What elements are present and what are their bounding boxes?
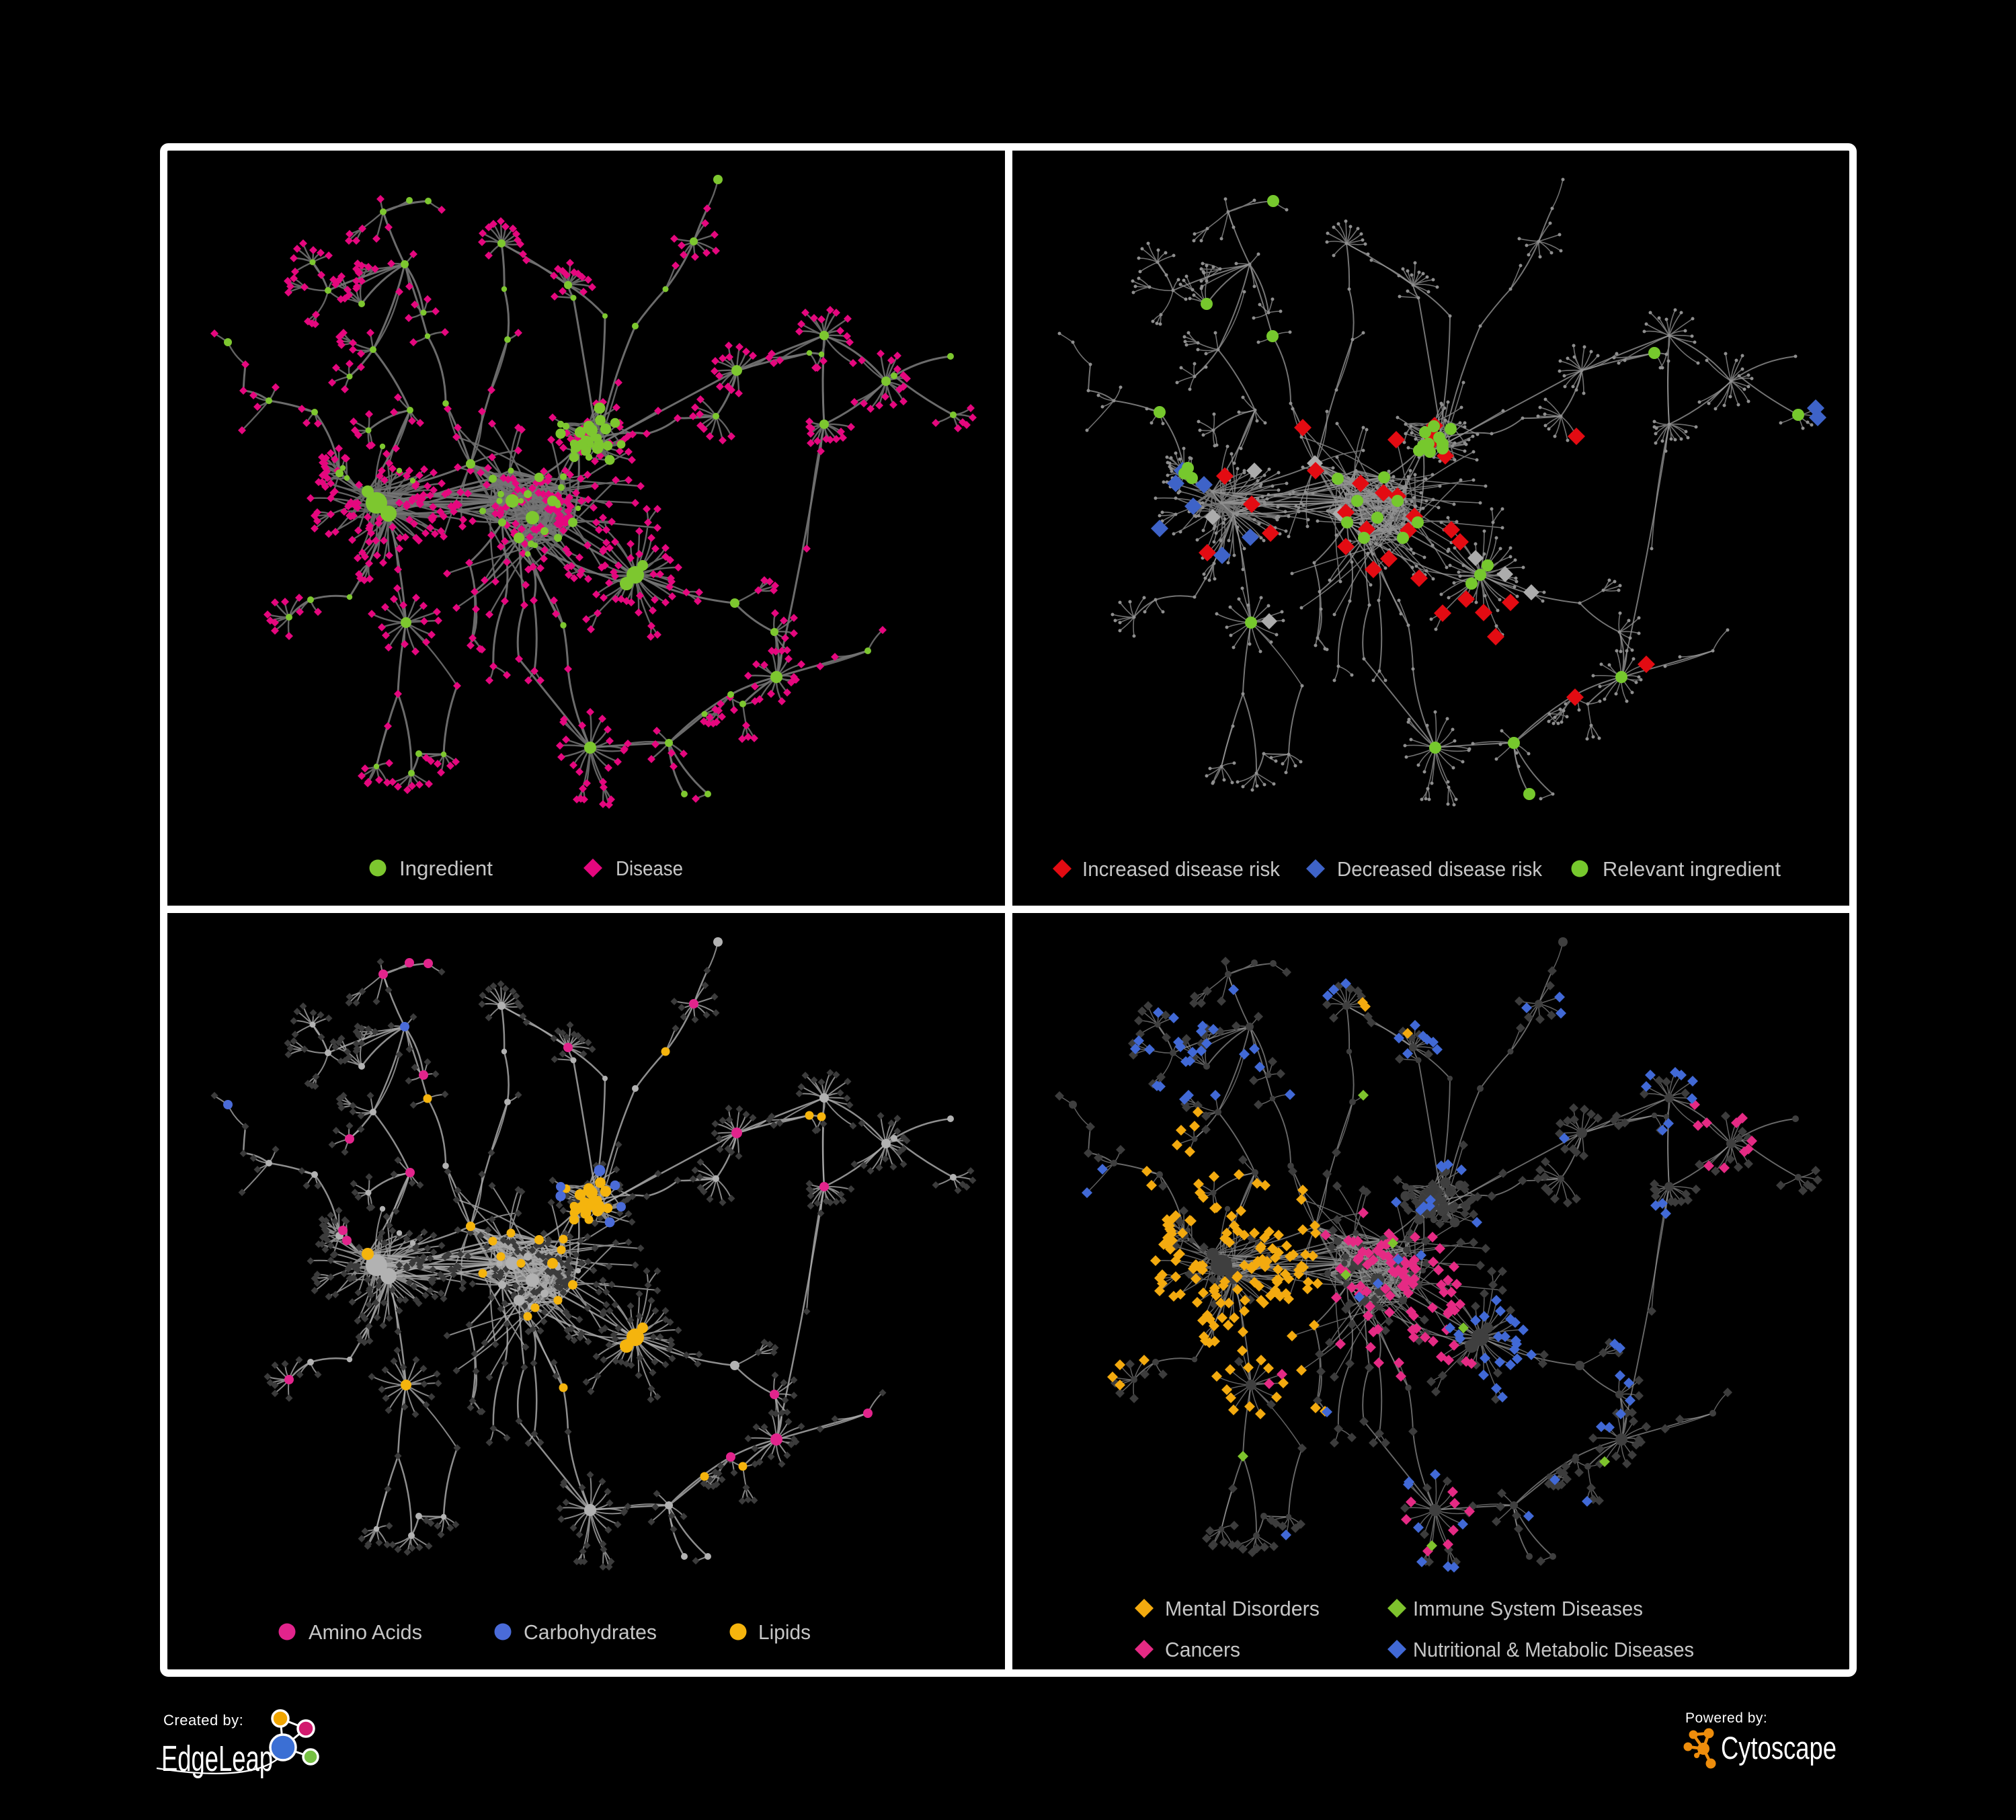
svg-text:Immune System Diseases: Immune System Diseases [1413, 1597, 1643, 1620]
svg-text:Lipids: Lipids [758, 1620, 811, 1644]
svg-text:Ingredient: Ingredient [399, 857, 493, 880]
svg-text:Powered by:: Powered by: [1685, 1710, 1767, 1726]
svg-text:Cancers: Cancers [1165, 1638, 1240, 1661]
svg-text:Disease: Disease [616, 857, 683, 880]
svg-text:Nutritional & Metabolic Diseas: Nutritional & Metabolic Diseases [1413, 1638, 1694, 1661]
svg-text:Increased disease risk: Increased disease risk [1082, 857, 1280, 881]
svg-text:Mental Disorders: Mental Disorders [1165, 1597, 1320, 1620]
svg-text:Relevant ingredient: Relevant ingredient [1603, 857, 1781, 881]
svg-text:Cytoscape: Cytoscape [1721, 1730, 1837, 1766]
svg-text:Decreased disease risk: Decreased disease risk [1337, 857, 1542, 881]
svg-text:Created by:: Created by: [163, 1712, 243, 1729]
svg-text:EdgeLeap: EdgeLeap [161, 1739, 273, 1779]
svg-text:Amino Acids: Amino Acids [309, 1620, 422, 1644]
svg-text:Carbohydrates: Carbohydrates [524, 1620, 657, 1644]
